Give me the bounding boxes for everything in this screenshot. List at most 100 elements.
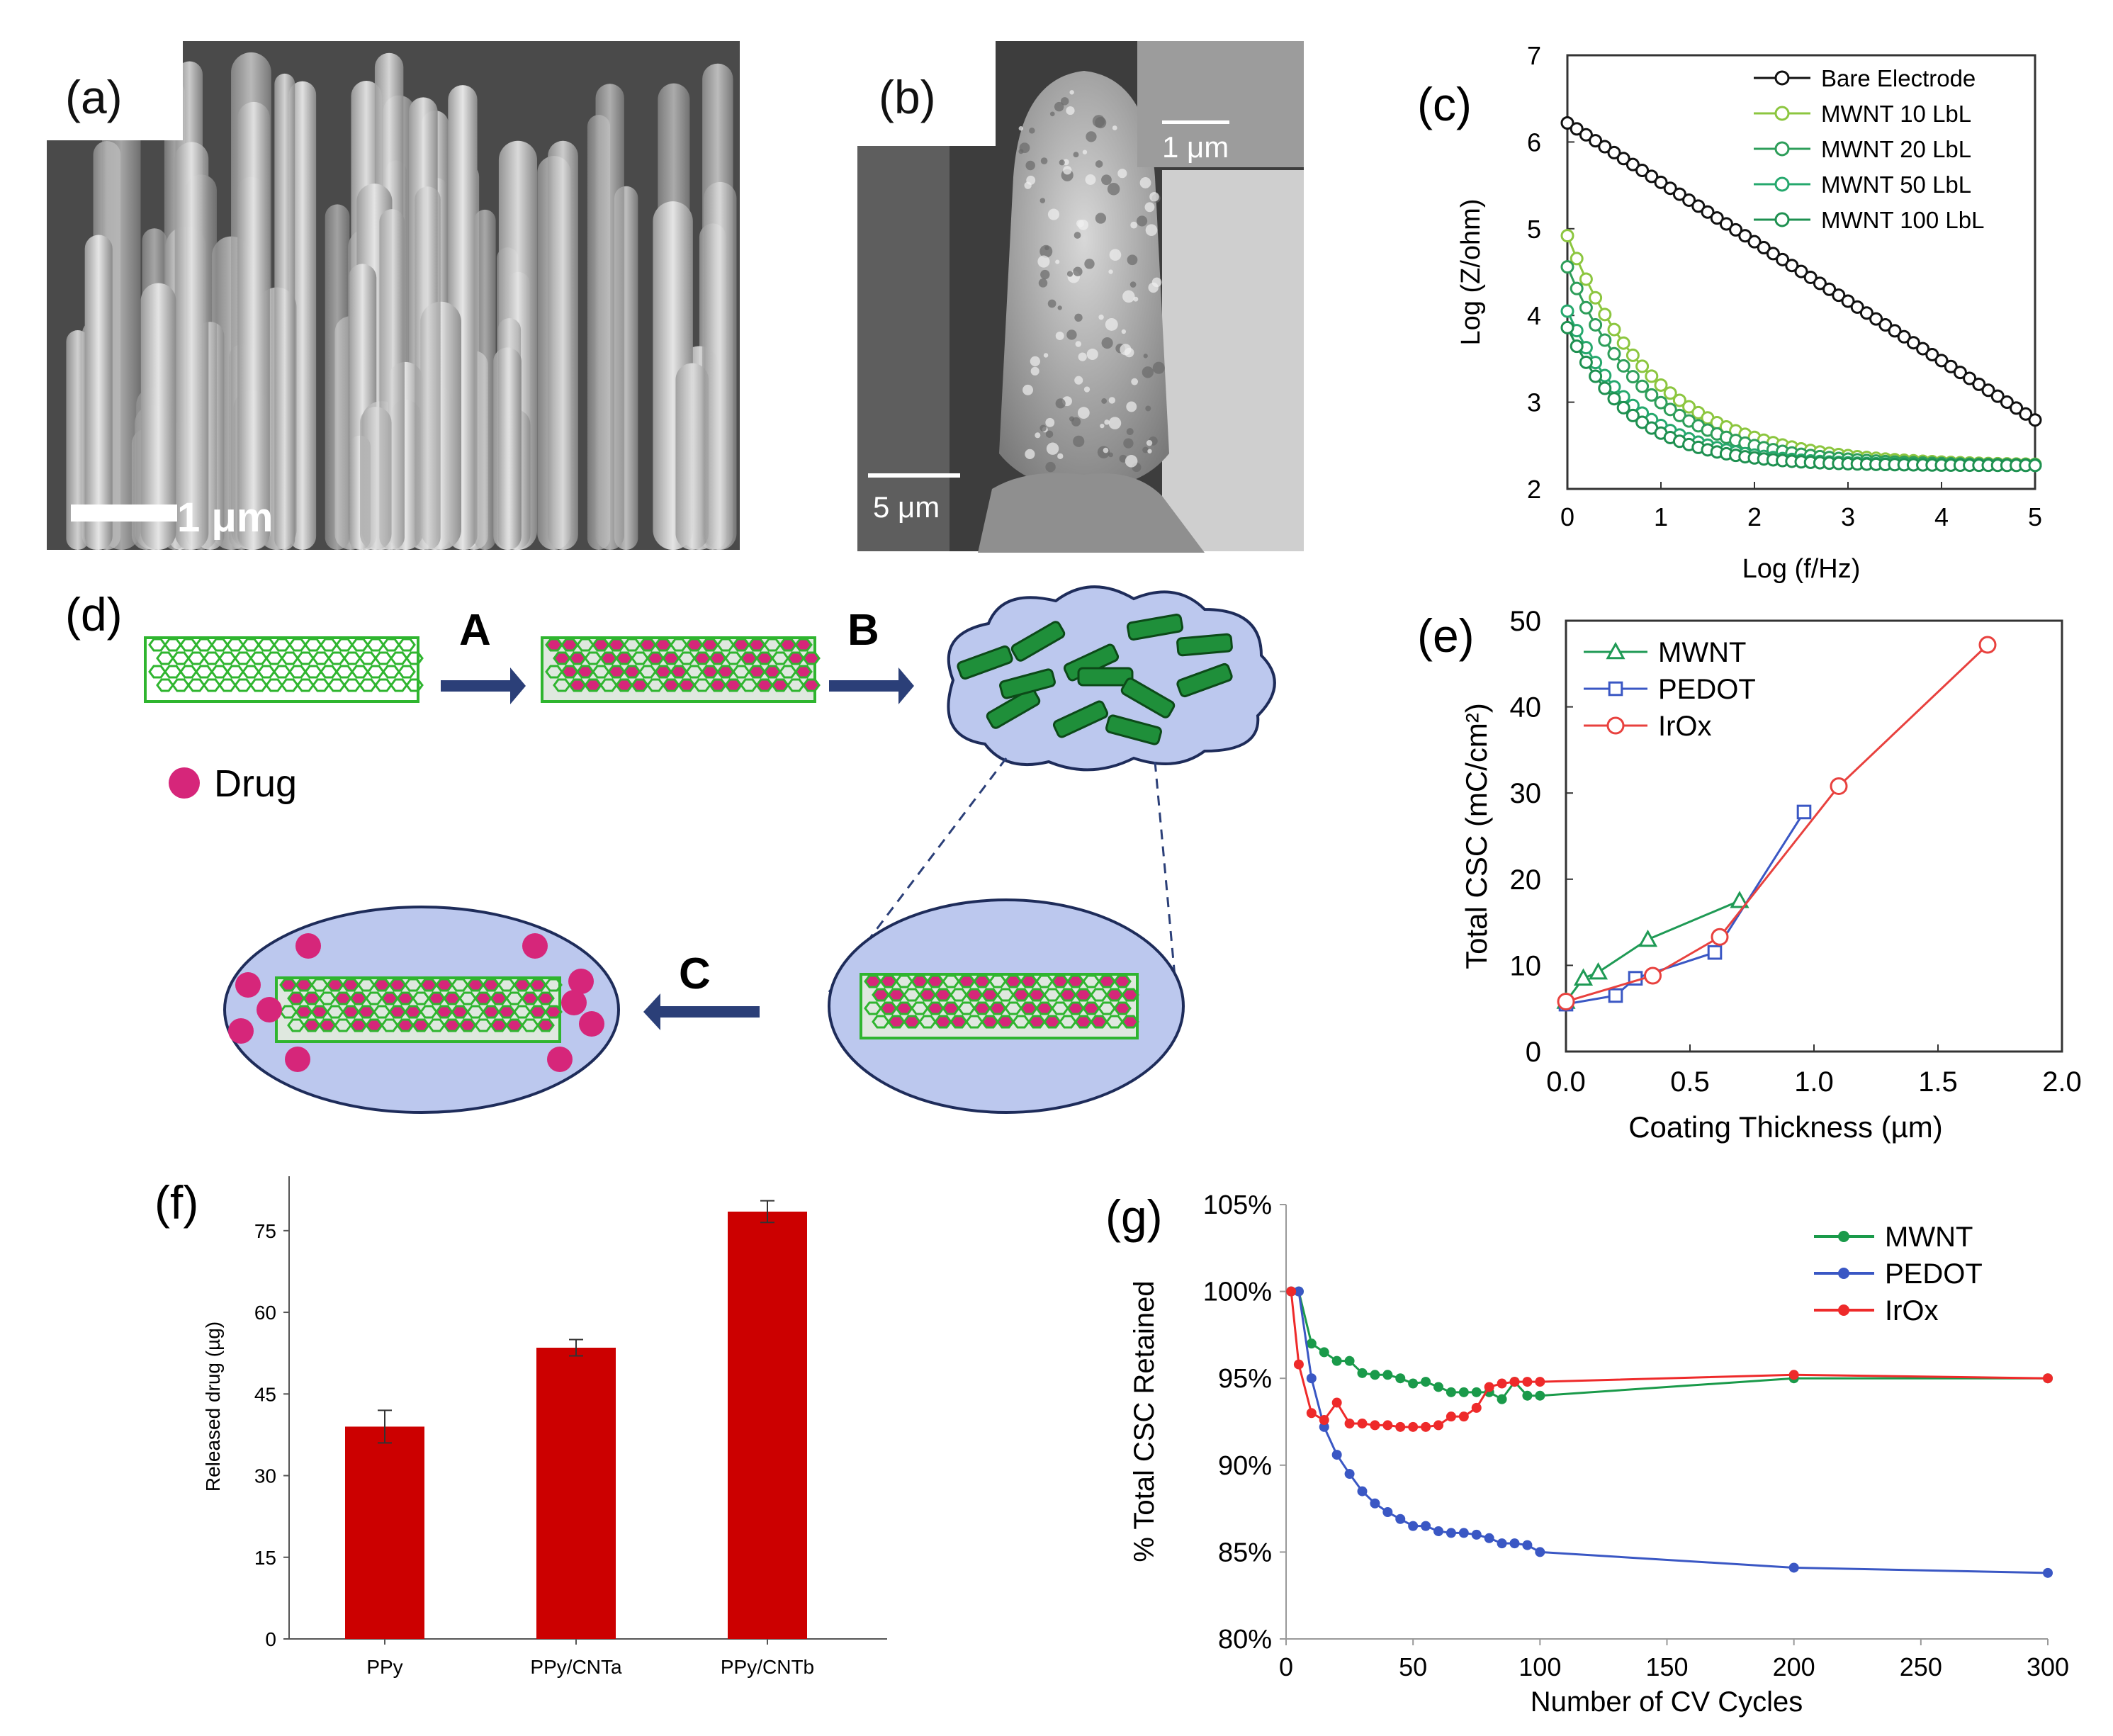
chart-e-x-tick-label: 0.0 — [1546, 1066, 1586, 1098]
chart-c-point — [2010, 401, 2024, 415]
nanopillar — [548, 140, 578, 550]
chart-g-point — [1535, 1390, 1545, 1401]
chart-g-y-tick-label: 100% — [1203, 1278, 1272, 1307]
chart-g-point — [1331, 1355, 1342, 1366]
chart-g-y-tick-label: 90% — [1218, 1451, 1272, 1481]
chart-f-y-tick-label: 0 — [265, 1628, 276, 1650]
chart-g-point — [1497, 1394, 1507, 1404]
nanotube-hexagon — [599, 651, 618, 665]
chart-g-point — [1331, 1397, 1342, 1408]
nanopillar — [325, 204, 350, 550]
chart-c-point — [1803, 270, 1818, 284]
chart-c-point — [1607, 145, 1621, 159]
nanotube-hexagon — [287, 991, 305, 1005]
chart-g-point — [1370, 1420, 1380, 1431]
chart-f-y-tick-label: 15 — [254, 1547, 276, 1569]
released-drug-dot — [285, 1047, 310, 1072]
nanotube-hexagon — [466, 978, 485, 992]
nanotube-hexagon — [771, 678, 789, 692]
nanotube-hexagon — [435, 978, 453, 992]
chart-c-point — [1598, 308, 1612, 322]
surface-grain — [1045, 417, 1055, 427]
chart-g-point — [1458, 1411, 1469, 1422]
nanotube-hexagon — [490, 991, 508, 1005]
nanotube-hexagon — [887, 988, 906, 1002]
chart-c-ylabel: Log (Z/ohm) — [1456, 199, 1486, 346]
chart-c-y-tick-label: 7 — [1527, 41, 1541, 70]
chart-c-legend-label: MWNT 20 LbL — [1821, 136, 1971, 162]
chart-c-point — [1560, 260, 1574, 274]
cloud-nanotube-rod — [1052, 700, 1109, 738]
cloud-nanotube-rod — [1176, 663, 1233, 698]
nanotube-hexagon — [568, 678, 587, 692]
nanotube-hexagon — [981, 988, 999, 1002]
surface-grain — [1131, 378, 1139, 385]
chart-g-point — [1395, 1421, 1406, 1432]
chart-e-point — [1638, 929, 1658, 947]
nanotube-hexagon — [755, 651, 774, 665]
surface-grain — [1037, 255, 1050, 268]
chart-c-legend-label: MWNT 50 LbL — [1821, 171, 1971, 198]
nanotube-in-polymer — [860, 973, 1139, 1039]
nanotube-hexagon — [748, 665, 766, 679]
chart-e-xlabel: Coating Thickness (µm) — [1628, 1110, 1943, 1144]
chart-g-point — [1497, 1378, 1507, 1389]
surface-grain — [1108, 452, 1113, 458]
chart-f-x-tick-label: PPy/CNTa — [530, 1656, 622, 1678]
surface-grain — [1104, 419, 1110, 425]
nanotube-hexagon — [942, 1001, 960, 1015]
surface-grain — [1030, 356, 1040, 366]
nanotube-hexagon — [631, 678, 649, 692]
chart-g-point — [1522, 1390, 1533, 1401]
chart-c-legend-label: MWNT 10 LbL — [1821, 101, 1971, 127]
nanotube-hexagon — [1074, 1015, 1093, 1029]
chart-c-point — [1598, 381, 1612, 395]
chart-c-point — [1701, 205, 1715, 219]
nanotube-hexagon — [388, 1005, 407, 1019]
chart-g-point — [1433, 1526, 1443, 1536]
chart-c-point — [2028, 458, 2042, 473]
step-c-label: C — [679, 949, 711, 998]
arrow-b — [829, 667, 914, 704]
nanotube-hexagon — [724, 678, 743, 692]
nanotube-hexagon — [981, 1015, 999, 1029]
chart-f: 0 15 30 45 60 75 PPy PPy/CNTa PPy/CNTb Released… — [202, 1176, 887, 1678]
nanotube-hexagon — [918, 988, 937, 1002]
chart-g-point — [1433, 1382, 1443, 1392]
cloud-nanotube-rod — [957, 645, 1013, 680]
chart-c-point — [1663, 402, 1677, 417]
chart-g-point — [1421, 1377, 1431, 1387]
nanotube-hexagon — [357, 1005, 376, 1019]
nanotube-hexagon — [1012, 988, 1030, 1002]
panel-b: (b) 1 μm 5 μm — [857, 41, 1304, 553]
panel-b-base — [978, 473, 1205, 553]
chart-e-legend-marker — [1606, 641, 1625, 660]
chart-g-x-tick-label: 300 — [2027, 1652, 2069, 1681]
nanotube-releasing — [275, 976, 563, 1043]
chart-c-point — [1682, 400, 1696, 414]
chart-e-y-tick-label: 20 — [1510, 864, 1542, 896]
surface-grain — [1143, 354, 1148, 359]
surface-grain — [1055, 398, 1066, 409]
nanotube-hexagon — [342, 1005, 360, 1019]
chart-e-point — [1978, 636, 1997, 654]
nanotube-hexagon — [615, 651, 633, 665]
surface-grain — [1055, 332, 1064, 340]
surface-grain — [1025, 449, 1035, 459]
nanotube-hexagon — [1066, 974, 1085, 988]
chart-c-point — [1878, 318, 1893, 332]
nanotube-hexagon — [988, 1001, 1007, 1015]
chart-g-x-tick-label: 150 — [1645, 1652, 1688, 1681]
chart-c-y-tick-label: 6 — [1527, 128, 1541, 157]
panel-b-left-tube — [857, 106, 950, 551]
nanotube-hexagon — [388, 978, 407, 992]
chart-c-legend-marker — [1774, 106, 1790, 121]
chart-c-point — [1719, 217, 1733, 231]
surface-grain — [1045, 461, 1056, 473]
nanotube-hexagon — [435, 1005, 453, 1019]
surface-grain — [1071, 417, 1081, 427]
nanotube-hexagon — [779, 638, 797, 652]
chart-e-legend: MWNT PEDOT IrOx — [1584, 637, 1756, 742]
nanotube-hexagon — [1066, 1001, 1085, 1015]
chart-e-series-line — [1565, 643, 1989, 1003]
